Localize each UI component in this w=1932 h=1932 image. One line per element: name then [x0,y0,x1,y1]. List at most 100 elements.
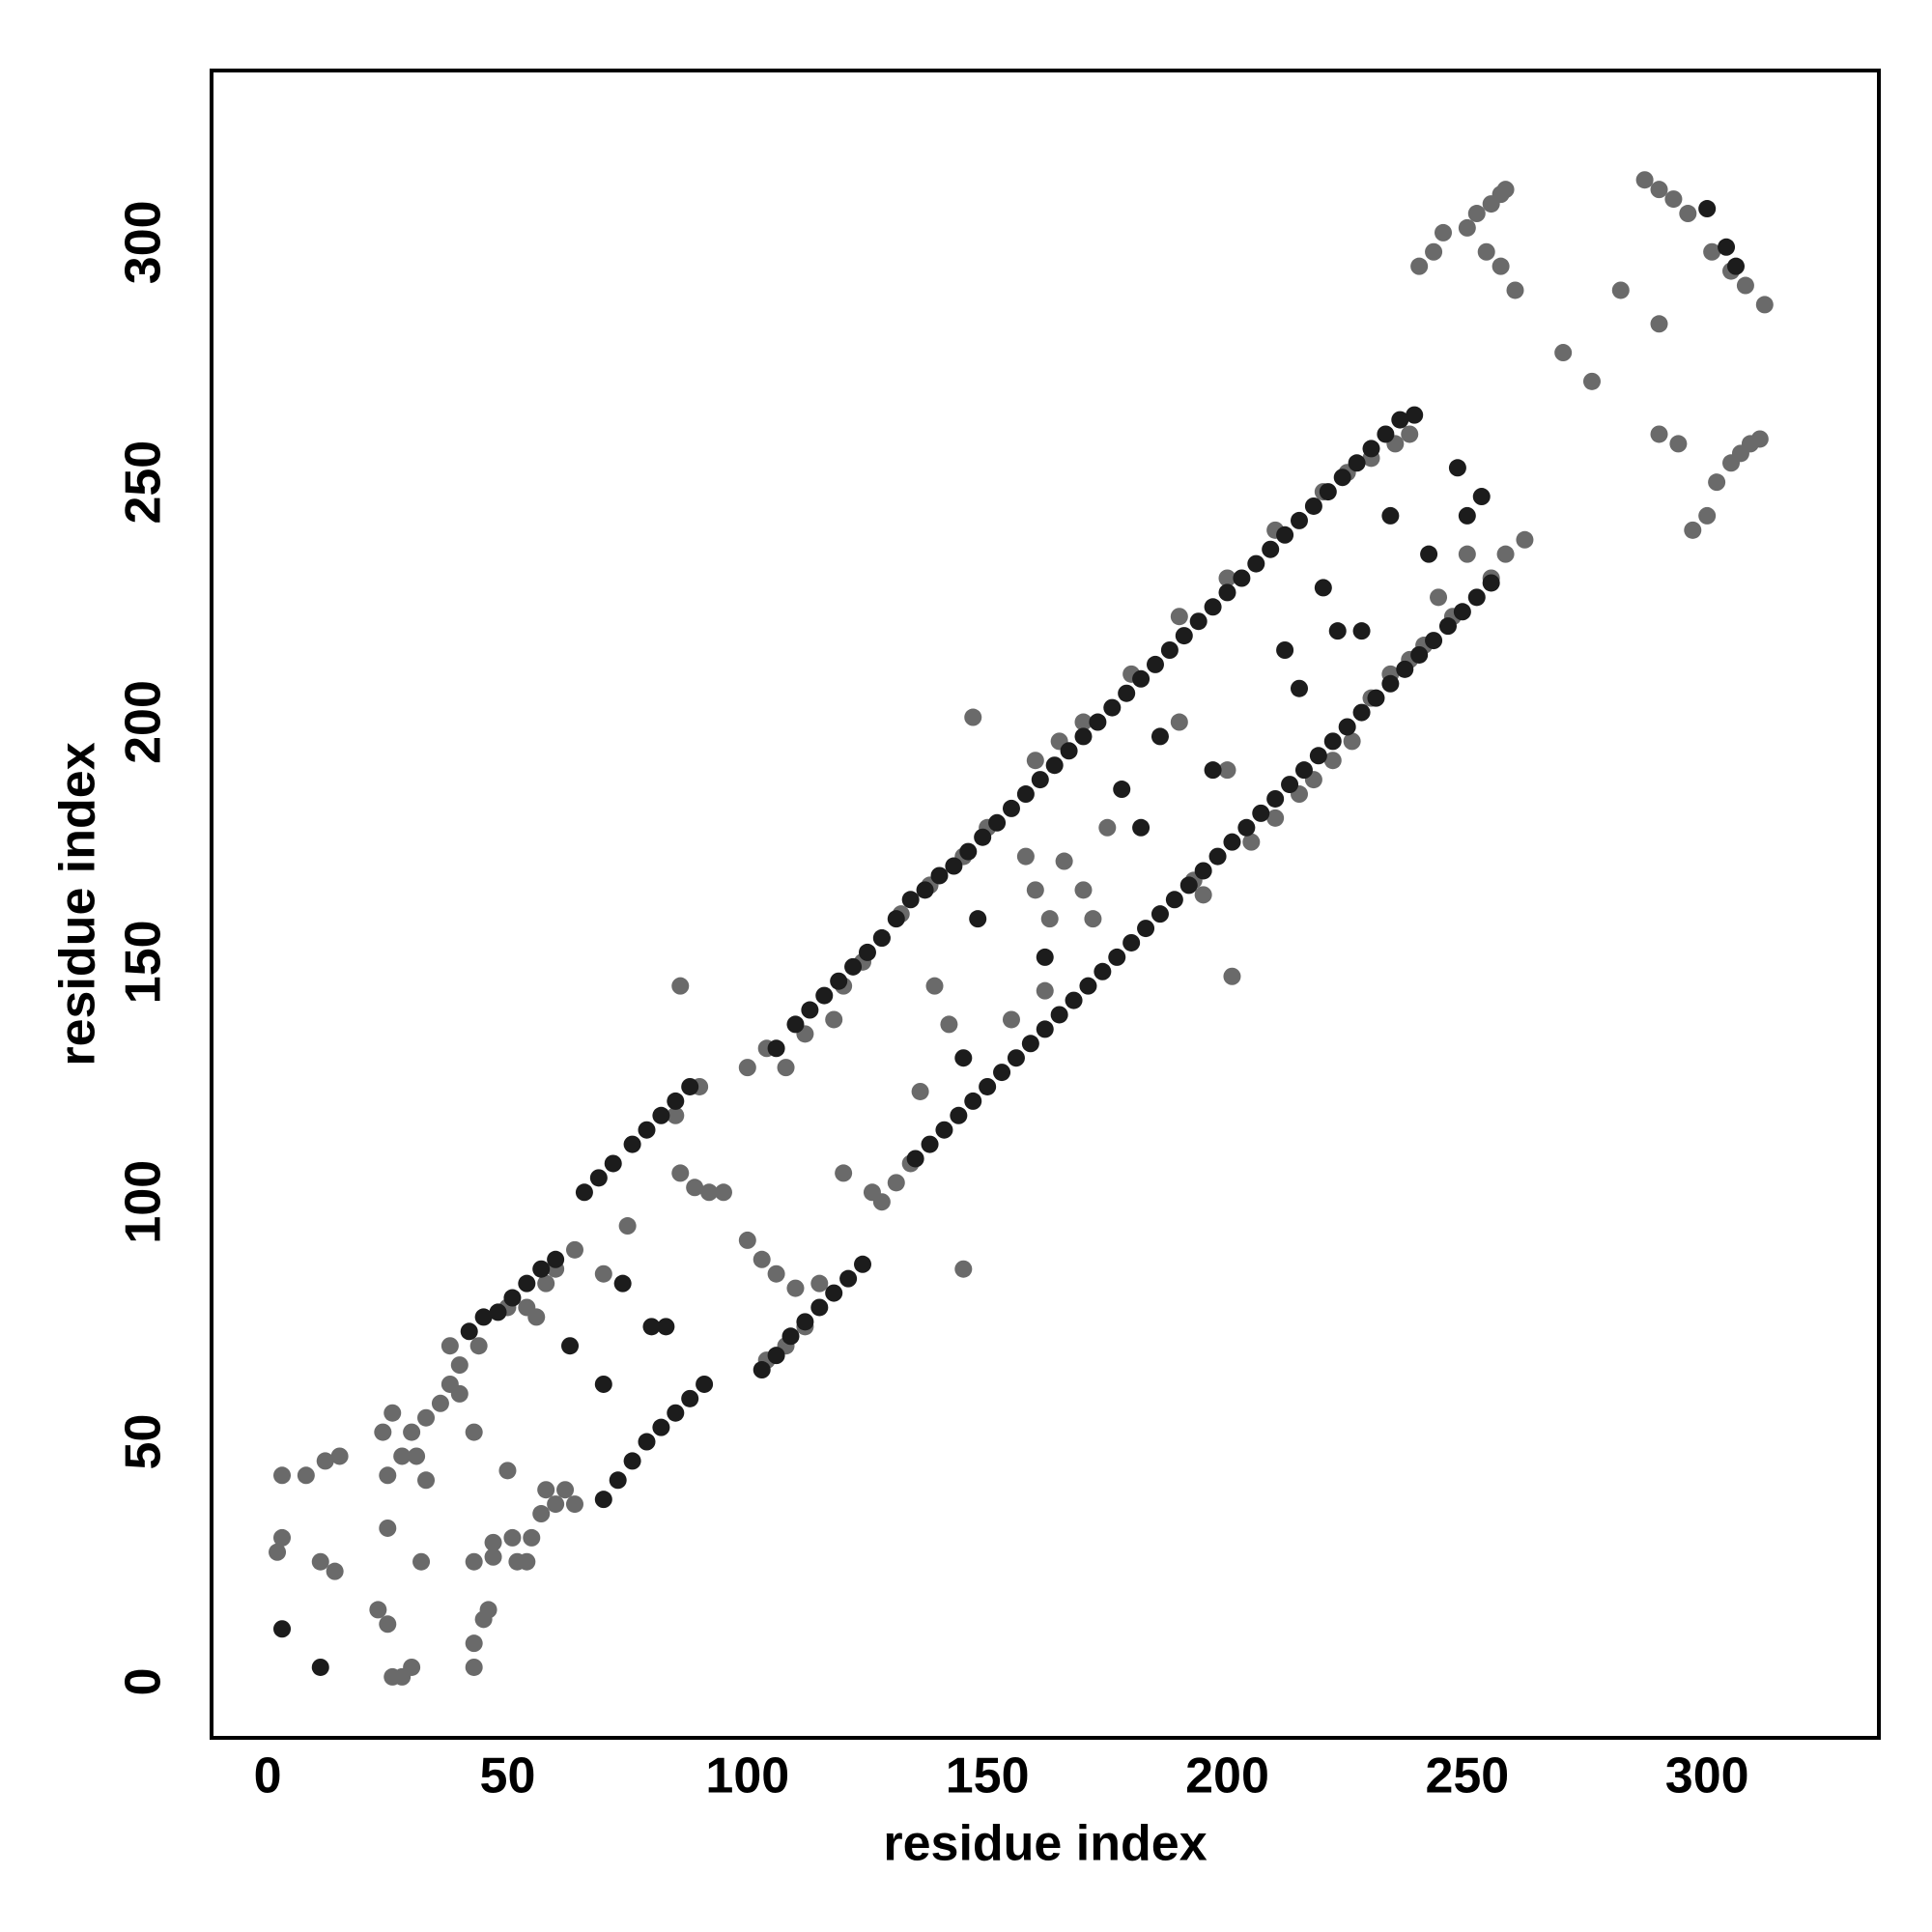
point [273,1466,292,1485]
point [935,1121,953,1139]
point [503,1528,522,1547]
point [916,881,934,899]
point [465,1423,483,1441]
point [1401,425,1419,443]
point [1074,713,1093,731]
point [1410,257,1429,275]
point [753,1361,771,1379]
point [781,1327,800,1346]
point [1314,579,1332,597]
point [835,1164,853,1182]
point [1453,603,1471,621]
points [269,171,1774,1686]
point [921,1135,939,1153]
point [1165,891,1183,909]
x-tick-label: 250 [1425,1748,1509,1804]
point [767,1039,785,1058]
point [503,1289,522,1307]
point [969,910,987,928]
point [1333,469,1351,487]
point [1448,459,1466,477]
point [1040,910,1059,928]
point [1094,962,1112,980]
point [518,1298,536,1317]
point [1425,242,1443,261]
point [686,1179,704,1197]
point [1582,372,1601,390]
point [1089,713,1107,731]
point [1002,1010,1020,1029]
point [1458,218,1476,237]
point [667,1404,685,1422]
point [1391,411,1409,429]
point [1664,190,1683,209]
point [1276,526,1294,544]
point [714,1183,732,1202]
point [1098,818,1117,837]
point [1319,483,1337,501]
point [1323,752,1342,770]
point [1516,530,1534,549]
point [801,1001,819,1019]
point [326,1562,344,1580]
point [786,1015,805,1034]
point [1223,967,1241,985]
x-tick-label: 200 [1185,1748,1269,1804]
point [594,1264,612,1283]
point [379,1466,397,1485]
point [1218,583,1236,602]
point [854,1255,872,1273]
point [556,1481,575,1499]
point [1698,506,1717,525]
point [1377,425,1395,443]
point [1208,847,1227,866]
point [671,1164,690,1182]
point [1554,344,1573,362]
y-tick-label: 100 [116,1160,172,1244]
point [844,957,863,976]
point [964,708,982,726]
point [498,1462,517,1480]
x-tick-label: 150 [946,1748,1030,1804]
point [1021,1035,1039,1053]
point [993,1064,1011,1082]
point [547,1250,565,1268]
point [1472,488,1491,506]
point [1045,756,1064,775]
x-tick-label: 300 [1665,1748,1749,1804]
point [523,1528,541,1547]
point [379,1519,397,1537]
point [460,1322,478,1341]
point [1492,257,1510,275]
point [887,1174,905,1192]
point [872,1193,891,1211]
point [1036,981,1054,1000]
point [469,1337,488,1355]
point [1290,679,1308,697]
point [786,1279,805,1297]
point [330,1447,349,1465]
x-tick-label: 0 [254,1748,282,1804]
point [1755,296,1774,314]
point [1160,641,1179,660]
point [1055,852,1073,870]
point [1026,752,1044,770]
point [450,1356,469,1375]
point [988,813,1007,832]
point [623,1452,641,1470]
point [1189,612,1208,631]
point [1031,771,1049,789]
point [1146,655,1164,673]
point [1669,435,1688,453]
point [1179,876,1198,895]
point [311,1552,329,1571]
point [316,1452,334,1470]
point [872,929,891,948]
point [652,1418,670,1436]
point [700,1183,719,1202]
point [1708,473,1726,492]
point [532,1505,551,1523]
point [1065,991,1083,1009]
point [1262,540,1280,558]
point [1170,713,1188,731]
